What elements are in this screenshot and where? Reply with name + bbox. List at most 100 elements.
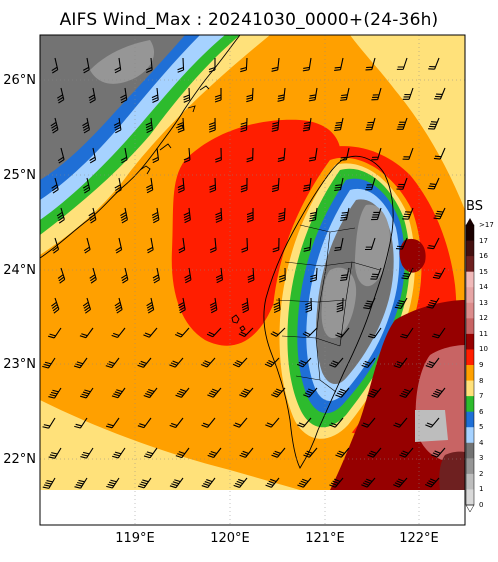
wind-barb bbox=[273, 297, 281, 313]
wind-barb bbox=[433, 207, 446, 220]
wind-barb bbox=[105, 417, 120, 429]
colorbar-level-label: 2 bbox=[479, 469, 484, 478]
lat-label-23n: 23°N bbox=[3, 357, 36, 372]
wind-barb bbox=[137, 477, 152, 489]
lon-label-120e: 120°E bbox=[210, 531, 250, 546]
wind-barb bbox=[431, 447, 446, 458]
county-boundaries bbox=[275, 224, 381, 393]
wind-barb bbox=[368, 327, 382, 339]
colorbar-level-label: 10 bbox=[479, 345, 488, 354]
wind-barb bbox=[431, 327, 446, 339]
wind-barb bbox=[371, 207, 382, 221]
colorbar-box bbox=[466, 256, 474, 273]
wind-barb bbox=[89, 267, 97, 284]
wind-barb bbox=[240, 177, 248, 193]
wind-barb bbox=[334, 57, 344, 71]
wind-barb bbox=[365, 237, 376, 251]
coastline-taiwan bbox=[263, 155, 394, 469]
wind-barb bbox=[74, 417, 88, 429]
wind-barbs bbox=[42, 57, 446, 489]
colorbar-level-label: 9 bbox=[479, 361, 484, 369]
wind-barb bbox=[399, 447, 414, 458]
wind-barb bbox=[106, 477, 120, 489]
lon-label-122e: 122°E bbox=[399, 531, 439, 546]
wind-barb bbox=[115, 237, 123, 254]
wind-barb bbox=[302, 117, 312, 132]
coastline-penghu bbox=[231, 314, 246, 332]
gridlines bbox=[40, 35, 465, 525]
wind-barb bbox=[183, 147, 191, 163]
wind-barb bbox=[215, 267, 223, 284]
colorbar-level-label: 16 bbox=[479, 252, 488, 261]
wind-barb bbox=[394, 297, 408, 309]
wind-barb bbox=[361, 477, 376, 488]
wind-barb bbox=[240, 117, 248, 133]
map-title: AIFS Wind_Max : 20241030_0000+(24-36h) bbox=[59, 10, 439, 30]
wind-barb bbox=[427, 237, 440, 250]
wind-barb bbox=[201, 357, 216, 368]
wind-barb bbox=[143, 447, 158, 459]
wind-barb bbox=[184, 267, 192, 284]
wind-barb bbox=[305, 297, 313, 313]
wind-barb bbox=[209, 177, 217, 193]
wind-barb bbox=[428, 57, 440, 70]
wind-barb bbox=[272, 237, 280, 253]
colorbar-bottom-arrow bbox=[465, 504, 475, 513]
wind-barb bbox=[74, 477, 88, 489]
wind-barb bbox=[303, 177, 312, 192]
wind-barb bbox=[361, 417, 376, 428]
wind-barb bbox=[111, 387, 126, 399]
wind-barb bbox=[233, 477, 248, 488]
wind-barb bbox=[329, 477, 344, 488]
colorbar-level-label: 11 bbox=[479, 329, 488, 338]
wind-barb bbox=[432, 267, 446, 280]
wind-barb bbox=[201, 417, 216, 428]
wind-barb bbox=[114, 177, 122, 194]
wind-barb bbox=[238, 327, 254, 338]
colorbar-box bbox=[466, 318, 474, 335]
wind-barb bbox=[308, 147, 318, 162]
colorbar-level-label: 8 bbox=[479, 376, 484, 385]
wind-barb bbox=[308, 87, 318, 102]
wind-barb bbox=[302, 57, 312, 72]
wind-barb bbox=[177, 117, 185, 133]
wind-barb bbox=[427, 177, 440, 190]
wind-barb bbox=[367, 387, 382, 398]
wind-barb bbox=[208, 57, 216, 73]
wind-barb bbox=[334, 237, 344, 252]
colorbar-level-label: 13 bbox=[479, 298, 488, 307]
colorbar-box bbox=[466, 473, 474, 490]
colorbar-box bbox=[466, 333, 474, 350]
colorbar-unit: BS bbox=[466, 199, 483, 214]
wind-barb bbox=[79, 327, 94, 339]
wind-barb bbox=[329, 417, 344, 428]
wind-barb bbox=[209, 297, 218, 314]
wind-barb bbox=[340, 207, 350, 221]
wind-barb bbox=[277, 87, 286, 102]
wind-barb bbox=[73, 357, 88, 369]
wind-barb bbox=[56, 207, 65, 224]
wind-barb bbox=[207, 387, 222, 398]
wind-barb bbox=[151, 207, 160, 224]
wind-barb bbox=[365, 177, 376, 191]
wind-barb bbox=[83, 237, 91, 254]
wind-barb bbox=[111, 327, 126, 338]
wind-barb bbox=[88, 87, 96, 104]
wind-barb bbox=[336, 297, 344, 313]
wind-barb bbox=[340, 87, 350, 101]
wind-barb bbox=[114, 57, 122, 74]
wind-barb bbox=[277, 147, 286, 162]
wind-barb bbox=[433, 147, 446, 160]
wind-barb bbox=[143, 387, 158, 399]
wind-barb bbox=[233, 417, 248, 428]
wind-barb bbox=[143, 327, 158, 338]
wind-barb bbox=[207, 447, 222, 459]
wind-barb bbox=[278, 207, 286, 223]
colorbar-level-label: 0 bbox=[479, 501, 484, 509]
wind-barb bbox=[335, 447, 350, 458]
wind-barb bbox=[303, 447, 318, 458]
wind-barb bbox=[215, 147, 222, 163]
wind-barb bbox=[214, 87, 222, 103]
wind-barb bbox=[334, 117, 344, 131]
